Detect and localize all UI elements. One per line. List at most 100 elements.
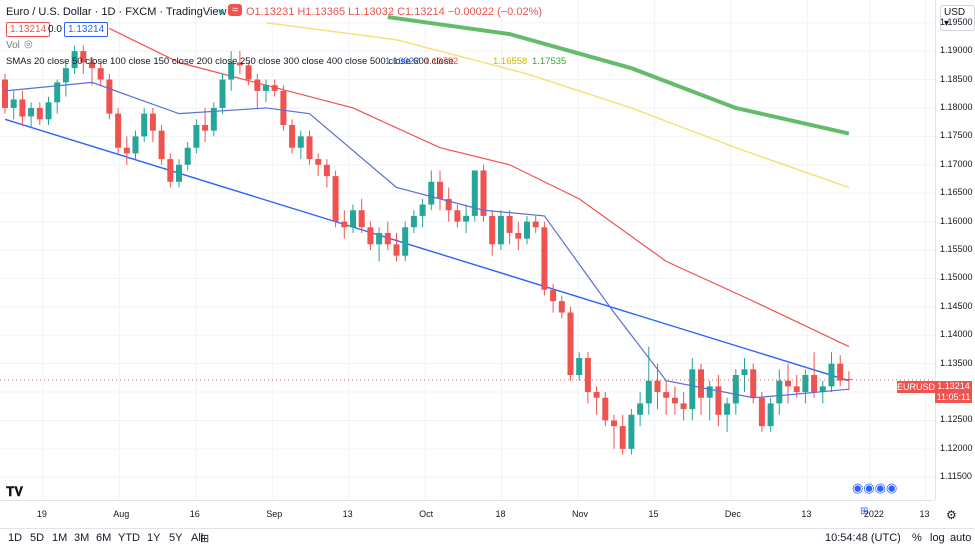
price-tick-label: 1.19000 [940,45,973,56]
candle-body [89,62,95,69]
candle-body [480,170,487,216]
candle-body [10,99,17,108]
price-tick-label: 1.18500 [940,73,973,84]
candle-body [593,392,600,398]
range-button-1m[interactable]: 1M [52,532,68,544]
range-button-all[interactable]: All [191,532,204,544]
price-tick-label: 1.11500 [940,471,972,482]
time-tick-label: 2022 [863,509,884,519]
price-plot[interactable] [0,0,935,500]
volume-label: Vol [6,40,20,51]
candle-body [245,65,252,80]
candle-body [584,357,591,393]
candle-body [315,159,322,165]
candle-body [367,227,374,245]
price-tick-label: 1.16500 [940,187,973,198]
candle-body [323,164,330,177]
range-button-3m[interactable]: 3M [74,532,90,544]
candle-body [767,403,774,427]
candle-body [785,380,791,387]
candle-body [532,221,539,228]
candle-body [289,125,296,148]
candle-body [193,125,200,148]
last-price: 1.13214 [937,381,970,391]
range-button-1d[interactable]: 1D [8,532,23,544]
candle-body [671,397,678,404]
time-tick-label: 19 [36,509,47,519]
tradingview-logo[interactable]: 𝐓𝐕 [6,484,23,499]
range-button-ytd[interactable]: YTD [118,532,140,544]
candle-body [550,289,557,302]
candle-body [123,147,130,154]
candle-body [306,136,313,160]
candle-body [837,363,844,381]
candle-body [254,79,261,91]
candle-body [654,380,661,393]
candle-body [167,159,174,182]
time-tick-label: 13 [801,509,812,519]
ask-button[interactable]: 1.13214 [64,22,109,37]
candle-body [149,113,156,131]
candle-body [36,107,43,120]
range-button-5d[interactable]: 5D [30,532,45,544]
bid-button[interactable]: 1.13214 [6,22,51,37]
candle-body [541,227,548,290]
candle-body [184,147,191,165]
candle-body [54,82,61,103]
candle-body [236,62,243,66]
candle-body [776,380,783,404]
sma100-line [265,21,850,189]
auto-toggle[interactable]: auto [950,532,972,544]
time-tick-label: 13 [342,509,353,519]
candle-body [463,215,470,222]
candle-body [393,244,400,256]
price-axis[interactable]: 1.115001.120001.125001.130001.135001.140… [935,0,975,500]
log-toggle[interactable]: log [930,532,945,544]
ohlc-readout: O1.13231 H1.13365 L1.13032 C1.13214 −0.0… [246,6,543,18]
candle-body [219,79,226,108]
status-dot-icon: ● [218,6,225,18]
candle-body [715,386,722,415]
time-tick-label: 16 [189,509,200,519]
go-to-date-icon[interactable]: ⊞ [860,506,869,517]
range-button-5y[interactable]: 5Y [169,532,183,544]
range-button-1y[interactable]: 1Y [147,532,161,544]
time-axis[interactable]: 19 Aug 16 Sep 13 Oct 18 Nov 15 Dec 13 2022 13 [0,500,935,529]
date-range-icon[interactable]: ⊞ [200,533,210,545]
candle-body [567,312,574,375]
sma-value-1: 1.13022 [385,56,420,67]
candle-body [45,102,52,120]
time-tick-label: 18 [495,509,506,519]
time-tick-label: Nov [572,509,589,519]
candle-body [62,68,69,83]
sma-value-2: 1.13792 [424,56,459,67]
candle-body [210,107,217,131]
price-tick-label: 1.14500 [940,300,973,311]
candle-body [297,136,304,148]
candle-body [680,403,687,410]
candle-body [202,125,209,131]
sma50-line [109,27,850,348]
candle-body [341,221,348,228]
sma-value-4: 1.17535 [532,56,567,67]
replay-icon[interactable]: ≈ [228,4,243,16]
percent-toggle[interactable]: % [912,532,922,544]
candle-body [793,386,800,393]
eye-hidden-icon[interactable]: ◎ [24,39,33,50]
candle-body [489,215,496,245]
chevron-down-icon: ▾ [944,18,950,29]
candle-body [350,210,356,228]
flags-icon[interactable]: ◉◉◉◉ [852,480,898,495]
trendline [4,118,850,382]
price-tick-label: 1.16000 [940,215,973,226]
range-button-6m[interactable]: 6M [96,532,112,544]
settings-gear-icon[interactable]: ⚙ [946,508,957,522]
symbol-tag: EURUSD [897,381,936,393]
candle-body [471,170,478,216]
currency-select[interactable]: USD ▾ [940,5,975,31]
candle-body [663,392,670,398]
clock-readout[interactable]: 10:54:48 (UTC) [825,532,901,544]
price-tick-label: 1.15500 [940,244,973,254]
candle-body [445,198,452,211]
candle-body [80,51,87,63]
